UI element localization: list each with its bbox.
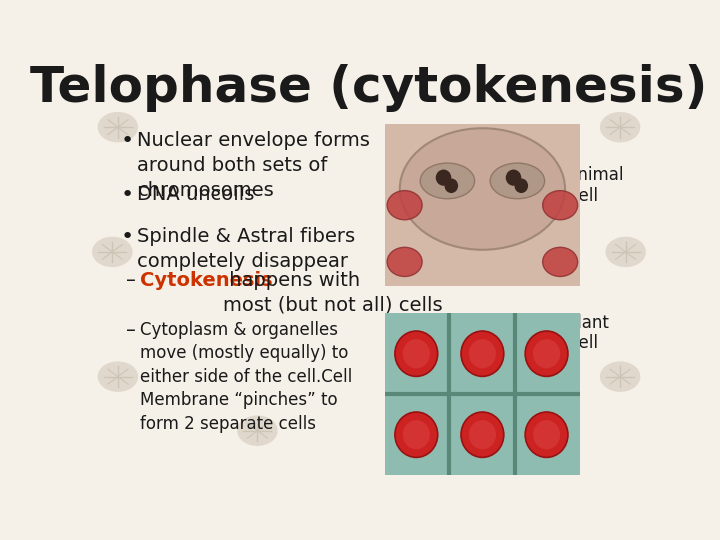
Ellipse shape xyxy=(533,420,560,449)
Circle shape xyxy=(238,416,277,446)
Ellipse shape xyxy=(420,163,474,199)
Ellipse shape xyxy=(525,412,568,457)
FancyBboxPatch shape xyxy=(385,313,580,475)
Ellipse shape xyxy=(402,339,430,368)
Circle shape xyxy=(489,416,528,446)
Circle shape xyxy=(600,362,639,391)
Circle shape xyxy=(606,238,645,266)
Circle shape xyxy=(93,238,132,266)
Text: Plant
Cell: Plant Cell xyxy=(567,314,609,353)
Ellipse shape xyxy=(395,412,438,457)
Text: Nuclear envelope forms
around both sets of
chromosomes: Nuclear envelope forms around both sets … xyxy=(138,131,370,200)
Ellipse shape xyxy=(533,339,560,368)
Ellipse shape xyxy=(543,191,577,220)
Text: Animal
Cell: Animal Cell xyxy=(567,166,624,205)
Circle shape xyxy=(99,113,138,141)
Ellipse shape xyxy=(469,339,496,368)
Text: •: • xyxy=(121,131,134,151)
Text: happens with
most (but not all) cells: happens with most (but not all) cells xyxy=(222,271,442,315)
Text: Cytokenesis: Cytokenesis xyxy=(140,271,273,289)
Text: –: – xyxy=(126,271,136,289)
Ellipse shape xyxy=(387,191,422,220)
Ellipse shape xyxy=(543,247,577,276)
FancyBboxPatch shape xyxy=(385,124,580,286)
FancyBboxPatch shape xyxy=(76,63,662,487)
Ellipse shape xyxy=(515,178,528,193)
Text: Spindle & Astral fibers
completely disappear: Spindle & Astral fibers completely disap… xyxy=(138,227,356,271)
Text: •: • xyxy=(121,227,134,247)
Text: –: – xyxy=(126,321,136,340)
Ellipse shape xyxy=(402,420,430,449)
Circle shape xyxy=(600,113,639,141)
Ellipse shape xyxy=(436,170,451,186)
Ellipse shape xyxy=(395,331,438,376)
Ellipse shape xyxy=(505,170,521,186)
Ellipse shape xyxy=(444,178,458,193)
Ellipse shape xyxy=(461,331,504,376)
Text: Cytoplasm & organelles
move (mostly equally) to
either side of the cell.Cell
Mem: Cytoplasm & organelles move (mostly equa… xyxy=(140,321,353,433)
Ellipse shape xyxy=(525,331,568,376)
Circle shape xyxy=(99,362,138,391)
Ellipse shape xyxy=(461,412,504,457)
Text: •: • xyxy=(121,185,134,205)
Ellipse shape xyxy=(469,420,496,449)
Text: Telophase (cytokenesis): Telophase (cytokenesis) xyxy=(30,64,708,112)
Text: DNA uncoils: DNA uncoils xyxy=(138,185,255,204)
Ellipse shape xyxy=(490,163,544,199)
Ellipse shape xyxy=(400,128,565,249)
Ellipse shape xyxy=(387,247,422,276)
